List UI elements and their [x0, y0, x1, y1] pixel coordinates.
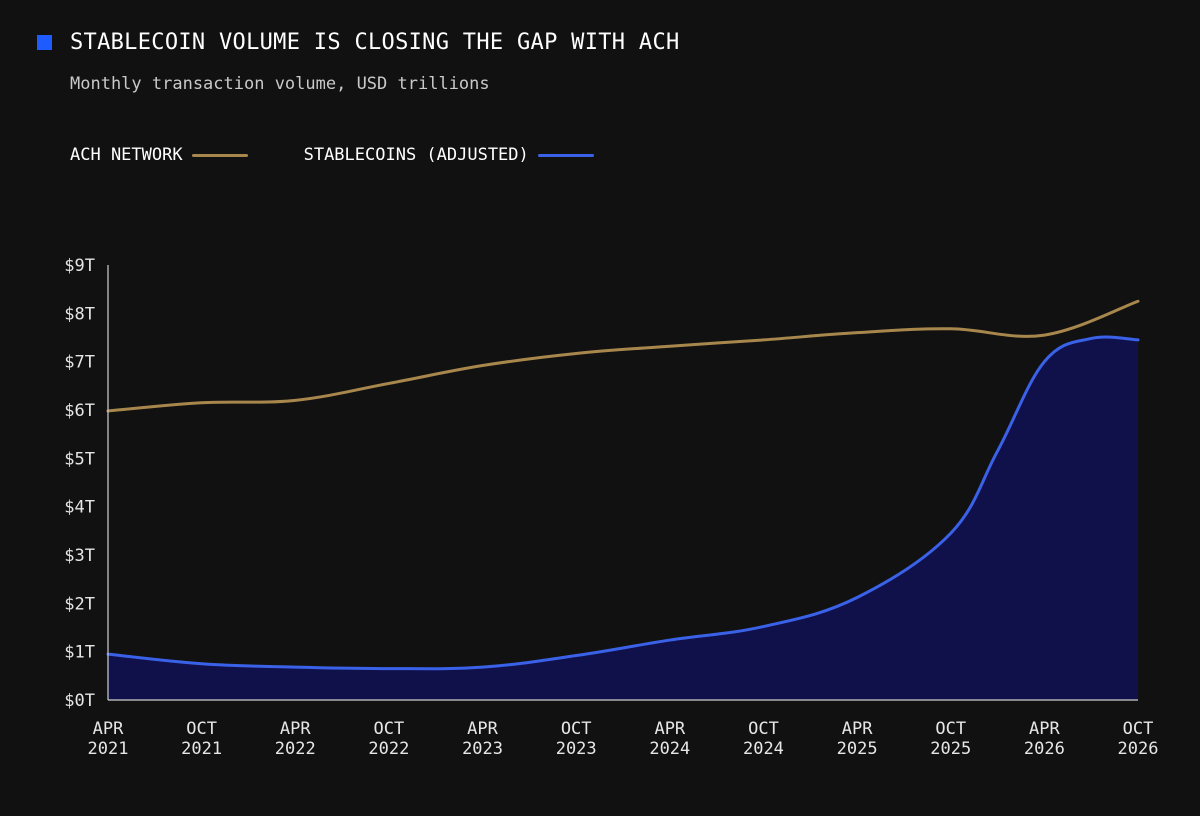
chart-title: STABLECOIN VOLUME IS CLOSING THE GAP WIT… — [70, 30, 680, 55]
stablecoin-area — [108, 336, 1138, 700]
legend-swatch-ach — [191, 153, 248, 157]
y-axis: $0T $1T $2T $3T $4T $5T $6T $7T $8T $9T — [64, 256, 95, 711]
x-tick-label: APR 2025 — [837, 719, 878, 759]
x-tick-label: APR 2024 — [649, 719, 690, 759]
legend-label-ach: ACH NETWORK — [70, 145, 183, 165]
y-tick-label: $8T — [64, 304, 95, 324]
x-axis: APR 2021 OCT 2021 APR 2022 OCT 2022 APR 2023 OCT 20… — [88, 719, 1159, 759]
y-tick-label: $9T — [64, 256, 95, 276]
x-tick-label: APR 2023 — [462, 719, 503, 759]
y-tick-label: $0T — [64, 691, 95, 711]
legend-label-stablecoins: STABLECOINS (ADJUSTED) — [303, 145, 529, 165]
chart-legend: ACH NETWORK STABLECOINS (ADJUSTED) — [70, 145, 650, 165]
y-tick-label: $1T — [64, 643, 95, 663]
y-tick-label: $4T — [64, 498, 95, 518]
stablecoin-series-line — [106, 335, 1140, 671]
y-tick-label: $6T — [64, 401, 95, 421]
ach-series-line — [106, 299, 1140, 413]
title-marker-square — [37, 35, 52, 50]
legend-item-stablecoins: STABLECOINS (ADJUSTED) — [304, 145, 594, 165]
x-tick-label: OCT 2021 — [181, 719, 222, 759]
chart-subtitle: Monthly transaction volume, USD trillion… — [70, 74, 490, 94]
x-tick-label: OCT 2025 — [930, 719, 971, 759]
x-tick-label: OCT 2026 — [1118, 719, 1159, 759]
x-tick-label: OCT 2023 — [556, 719, 597, 759]
y-tick-label: $7T — [64, 353, 95, 373]
x-tick-label: APR 2021 — [88, 719, 129, 759]
x-tick-label: APR 2026 — [1024, 719, 1065, 759]
y-tick-label: $3T — [64, 546, 95, 566]
x-tick-label: OCT 2024 — [743, 719, 784, 759]
legend-item-ach: ACH NETWORK — [70, 145, 248, 165]
x-tick-label: OCT 2022 — [368, 719, 409, 759]
chart-title-row: STABLECOIN VOLUME IS CLOSING THE GAP WIT… — [37, 30, 680, 55]
x-tick-label: APR 2022 — [275, 719, 316, 759]
y-tick-label: $2T — [64, 594, 95, 614]
legend-swatch-stablecoins — [537, 153, 594, 157]
y-tick-label: $5T — [64, 449, 95, 469]
